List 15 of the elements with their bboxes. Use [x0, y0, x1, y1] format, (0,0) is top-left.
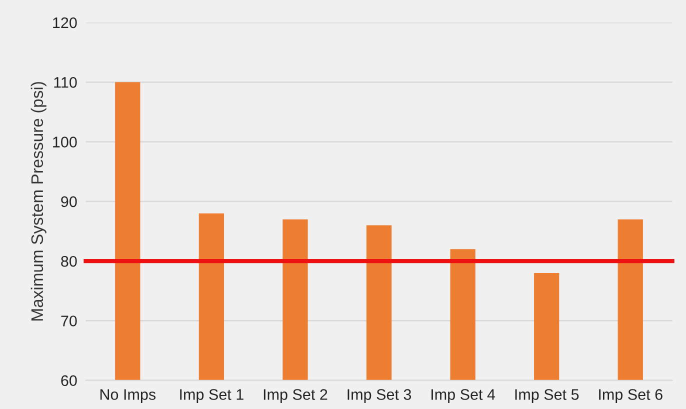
x-tick-label: Imp Set 4: [432, 389, 496, 403]
y-tick-label: 70: [61, 316, 77, 326]
y-tick-label: 90: [61, 196, 77, 208]
y-tick-label: 60: [61, 375, 77, 386]
x-tick-label: Imp Set 2: [264, 389, 328, 403]
y-tick-label: 100: [53, 136, 77, 148]
x-tick-label: No Imps: [100, 389, 156, 403]
x-tick-label: Imp Set 3: [348, 389, 412, 403]
x-tick-label: Imp Set 6: [599, 389, 662, 403]
y-tick-label: 110: [54, 77, 77, 88]
y-tick-label: 120: [53, 17, 77, 28]
x-tick-label: Imp Set 5: [515, 389, 579, 403]
x-tick-label: Imp Set 1: [180, 389, 244, 403]
y-axis-title: Maximum System Pressure (psi): [30, 82, 46, 320]
y-tick-label: 80: [61, 256, 77, 267]
